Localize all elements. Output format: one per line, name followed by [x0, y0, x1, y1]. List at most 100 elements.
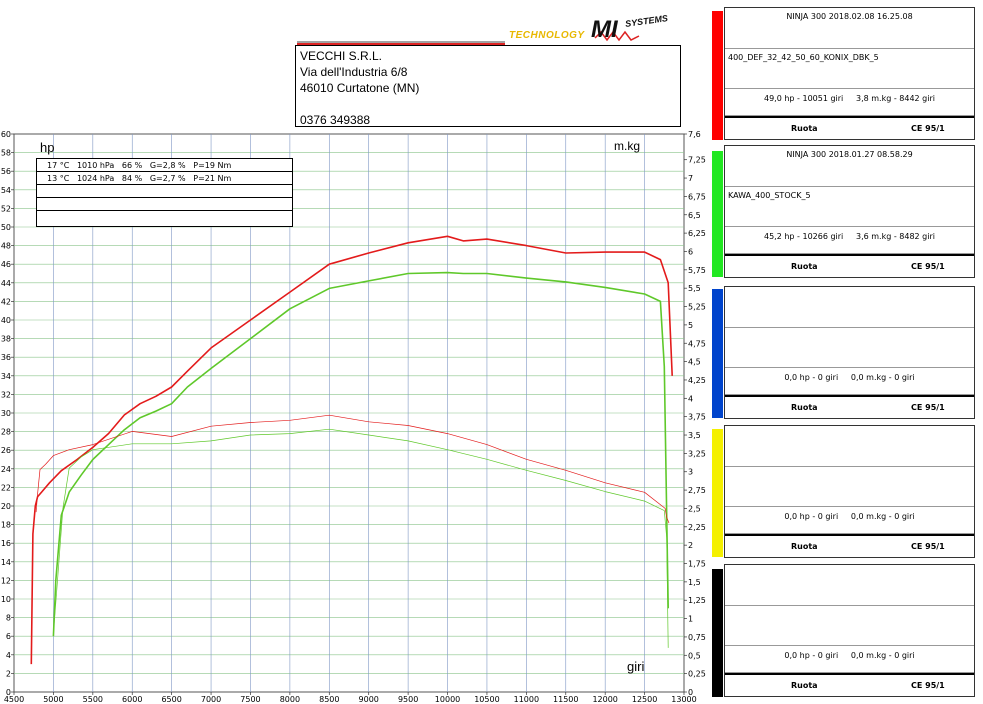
y-right-tick-label: 1,75	[688, 560, 706, 569]
company-name: VECCHI S.R.L.	[300, 49, 383, 63]
y-right-tick-label: 7,6	[688, 130, 701, 139]
y-right-tick-label: 3	[688, 468, 693, 477]
x-tick-label: 5500	[83, 695, 103, 704]
x-tick-label: 11500	[553, 695, 578, 704]
y-tick-label: 28	[1, 428, 11, 437]
y-right-tick-label: 6,5	[688, 211, 701, 220]
series-line	[35, 414, 670, 524]
y-tick-label: 8	[6, 614, 11, 623]
run-title	[725, 426, 974, 467]
y-tick-label: 18	[1, 521, 11, 530]
hp-unit-label: hp	[40, 140, 55, 155]
y-tick-label: 2	[6, 669, 11, 678]
logo-graphic	[297, 30, 640, 45]
x-tick-label: 12000	[592, 695, 617, 704]
run-mode: Ruota	[791, 124, 818, 133]
y-tick-label: 32	[1, 390, 11, 399]
y-right-tick-label: 0	[688, 688, 693, 697]
run-color-bar	[712, 151, 723, 277]
y-right-tick-label: 5,5	[688, 284, 701, 293]
y-tick-label: 46	[1, 260, 11, 269]
company-city: 46010 Curtatone (MN)	[300, 81, 420, 95]
run-footer: Ruota CE 95/1	[725, 254, 974, 277]
y-tick-label: 40	[1, 316, 11, 325]
y-tick-label: 48	[1, 242, 11, 251]
run-title: NINJA 300 2018.02.08 16.25.08	[725, 8, 974, 49]
x-tick-label: 8500	[319, 695, 339, 704]
run-name: 400_DEF_32_42_50_60_KONIX_DBK_5	[725, 49, 974, 89]
run-name	[725, 467, 974, 507]
run-mode: Ruota	[791, 403, 818, 412]
run-standard: CE 95/1	[911, 124, 945, 133]
x-tick-label: 5000	[43, 695, 63, 704]
y-right-tick-label: 5,75	[688, 266, 706, 275]
run-result: 49,0 hp - 10051 giri 3,8 m.kg - 8442 gir…	[725, 89, 974, 116]
y-right-tick-label: 5,25	[688, 303, 706, 312]
y-tick-label: 26	[1, 446, 11, 455]
logo-brand-text: MI	[591, 16, 618, 43]
y-right-tick-label: 1,25	[688, 596, 706, 605]
y-right-tick-label: 6,25	[688, 229, 706, 238]
run-name: KAWA_400_STOCK_5	[725, 187, 974, 227]
conditions-row: 13 °C 1024 hPa 84 % G=2,7 % P=21 Nm	[37, 172, 292, 185]
y-right-tick-label: 2,75	[688, 486, 706, 495]
run-footer: Ruota CE 95/1	[725, 395, 974, 418]
run-card[interactable]: 0,0 hp - 0 giri 0,0 m.kg - 0 giri Ruota …	[724, 286, 975, 419]
run-title	[725, 287, 974, 328]
run-card[interactable]: NINJA 300 2018.01.27 08.58.29 KAWA_400_S…	[724, 145, 975, 278]
x-tick-label: 6000	[122, 695, 142, 704]
y-tick-label: 6	[6, 632, 11, 641]
run-footer: Ruota CE 95/1	[725, 673, 974, 696]
y-right-tick-label: 2	[688, 541, 693, 550]
y-tick-label: 36	[1, 353, 11, 362]
x-tick-label: 10500	[474, 695, 499, 704]
run-footer: Ruota CE 95/1	[725, 534, 974, 557]
x-tick-label: 12500	[632, 695, 657, 704]
y-right-tick-label: 1,5	[688, 578, 701, 587]
y-right-tick-label: 1	[688, 615, 693, 624]
y-right-tick-label: 4	[688, 394, 693, 403]
y-right-tick-label: 2,5	[688, 504, 701, 513]
y-tick-label: 34	[1, 372, 11, 381]
x-tick-label: 10000	[435, 695, 460, 704]
company-phone: 0376 349388	[300, 113, 371, 127]
run-standard: CE 95/1	[911, 262, 945, 271]
mkg-unit-label: m.kg	[614, 139, 641, 153]
conditions-row	[37, 185, 292, 198]
y-tick-label: 58	[1, 149, 11, 158]
conditions-row	[37, 198, 292, 211]
x-tick-label: 13000	[671, 695, 696, 704]
series-line	[52, 271, 669, 637]
y-tick-label: 56	[1, 167, 11, 176]
series-line	[53, 428, 669, 648]
y-tick-label: 14	[1, 558, 11, 567]
y-tick-label: 30	[1, 409, 11, 418]
y-tick-label: 38	[1, 335, 11, 344]
x-tick-label: 7000	[201, 695, 221, 704]
y-tick-label: 4	[6, 651, 11, 660]
y-tick-label: 24	[1, 465, 11, 474]
y-tick-label: 60	[1, 130, 11, 139]
y-right-tick-label: 4,5	[688, 358, 701, 367]
run-mode: Ruota	[791, 262, 818, 271]
rpm-unit-label: giri	[627, 659, 645, 674]
run-name	[725, 328, 974, 368]
x-tick-label: 9500	[398, 695, 418, 704]
y-tick-label: 16	[1, 539, 11, 548]
run-color-bar	[712, 11, 723, 140]
conditions-row: 17 °C 1010 hPa 66 % G=2,8 % P=19 Nm	[37, 159, 292, 172]
y-tick-label: 44	[1, 279, 11, 288]
y-right-tick-label: 3,25	[688, 449, 706, 458]
run-result: 0,0 hp - 0 giri 0,0 m.kg - 0 giri	[725, 507, 974, 534]
x-tick-label: 6500	[161, 695, 181, 704]
y-tick-label: 10	[1, 595, 11, 604]
y-right-tick-label: 2,25	[688, 523, 706, 532]
run-card[interactable]: 0,0 hp - 0 giri 0,0 m.kg - 0 giri Ruota …	[724, 425, 975, 558]
run-card[interactable]: 0,0 hp - 0 giri 0,0 m.kg - 0 giri Ruota …	[724, 564, 975, 697]
logo: TECHNOLOGY MI SYSTEMS	[295, 10, 690, 46]
run-color-bar	[712, 429, 723, 557]
x-tick-label: 9000	[359, 695, 379, 704]
run-card[interactable]: NINJA 300 2018.02.08 16.25.08 400_DEF_32…	[724, 7, 975, 140]
y-right-tick-label: 3,5	[688, 431, 701, 440]
series-line	[30, 235, 673, 665]
